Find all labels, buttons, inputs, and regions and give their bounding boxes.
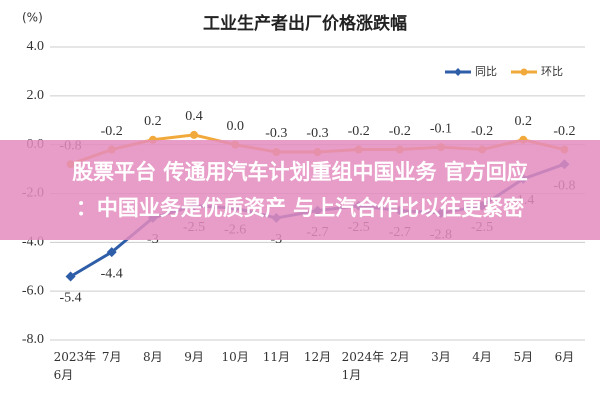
data-label: -0.2 [101, 124, 123, 139]
data-label: -0.1 [430, 121, 452, 136]
y-tick-label: -8.0 [22, 332, 44, 347]
point [106, 247, 117, 258]
x-tick-label: 2023年 6月 [53, 350, 97, 382]
data-label: -0.3 [265, 126, 287, 141]
point [65, 271, 76, 282]
banner-line: 股票平台 传通用汽车计划重组中国业务 官方回应 [72, 160, 528, 184]
data-label: -0.2 [553, 124, 575, 139]
data-label: -0.2 [389, 124, 411, 139]
x-tick-label: 4月 [472, 350, 492, 364]
data-label: -4.4 [101, 266, 123, 281]
y-tick-label: -6.0 [22, 283, 44, 298]
data-label: -0.2 [348, 124, 370, 139]
y-tick-label: 4.0 [27, 39, 45, 54]
data-label: -0.3 [306, 126, 328, 141]
y-tick-label: 2.0 [27, 88, 45, 103]
data-label: -0.2 [471, 124, 493, 139]
legend-label: 同比 [475, 65, 497, 78]
data-label: 0.4 [185, 109, 203, 124]
x-tick-label: 7月 [101, 350, 122, 364]
x-tick-label: 6月 [554, 350, 575, 364]
data-label: 0.2 [515, 114, 533, 129]
legend-marker [454, 68, 462, 76]
news-banner: 股票平台 传通用汽车计划重组中国业务 官方回应 ：中国业务是优质资产 与上汽合作… [0, 140, 600, 240]
data-label: 0.0 [226, 119, 244, 134]
y-unit: (%) [22, 11, 43, 25]
x-tick-label: 2024年 1月 [341, 350, 385, 382]
x-tick-label: 5月 [513, 350, 534, 364]
x-tick-label: 3月 [431, 350, 451, 364]
x-tick-label: 11月 [262, 350, 290, 364]
x-tick-label: 2月 [389, 350, 410, 364]
x-tick-label: 10月 [221, 350, 249, 364]
data-label: 0.2 [144, 114, 162, 129]
x-tick-label: 9月 [184, 350, 204, 364]
banner-line: ：中国业务是优质资产 与上汽合作比以往更紧密 [75, 196, 525, 220]
x-tick-label: 12月 [303, 350, 332, 364]
chart-title: 工业生产者出厂价格涨跌幅 [203, 13, 407, 34]
legend-marker [520, 68, 528, 76]
legend-label: 环比 [541, 65, 563, 78]
x-tick-label: 8月 [143, 350, 163, 364]
point [190, 130, 199, 139]
data-label: -5.4 [59, 291, 81, 306]
